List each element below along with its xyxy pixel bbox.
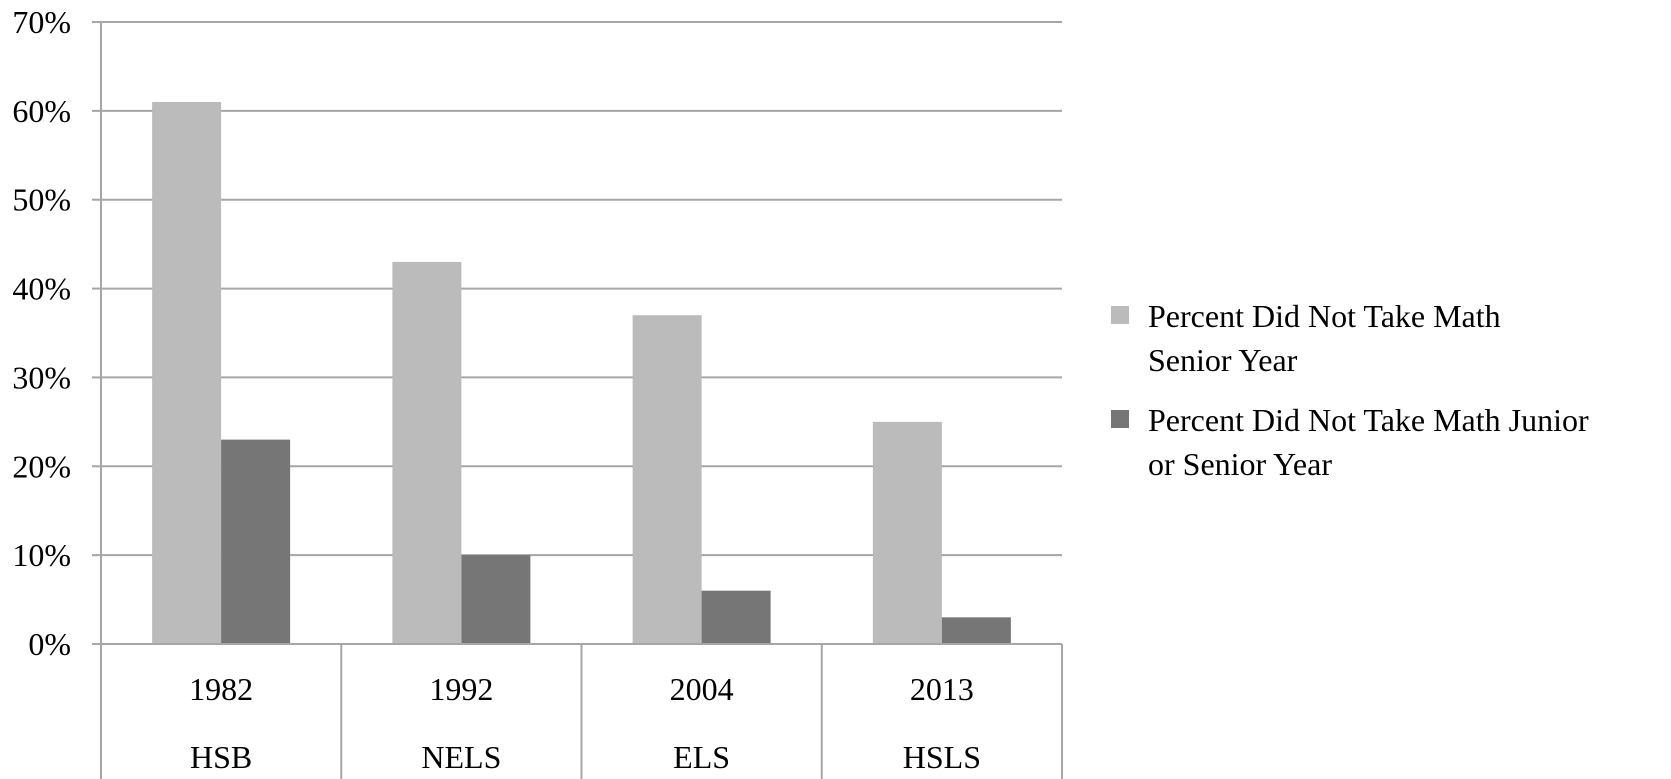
- bar-junior-or-senior-year-2013: [941, 617, 1011, 644]
- bar-junior-or-senior-year-1982: [221, 439, 291, 644]
- bars: [152, 101, 1011, 644]
- bar-senior-year-1982: [152, 101, 222, 644]
- bar-junior-or-senior-year-1992: [461, 555, 531, 644]
- x-category-label: 1982: [189, 671, 253, 707]
- x-category-sublabel: NELS: [421, 739, 501, 775]
- y-tick-label: 20%: [12, 448, 71, 484]
- y-axis-tick-labels: 0% 10% 20% 30% 40% 50% 60% 70%: [12, 4, 71, 662]
- x-category-sublabel: HSLS: [903, 739, 981, 775]
- bar-junior-or-senior-year-2004: [701, 590, 771, 644]
- legend: Percent Did Not Take Math Senior Year Perc…: [1111, 298, 1589, 482]
- x-axis-category-labels: 1982 HSB 1992 NELS 2004 ELS 2013 HSLS: [189, 671, 981, 775]
- y-tick-label: 0%: [28, 626, 71, 662]
- x-category-label: 1992: [429, 671, 493, 707]
- bar-senior-year-2013: [872, 421, 942, 644]
- x-category-label: 2013: [910, 671, 974, 707]
- y-tick-label: 40%: [12, 271, 71, 307]
- x-category-sublabel: ELS: [673, 739, 730, 775]
- legend-label: Percent Did Not Take Math: [1148, 298, 1501, 334]
- legend-swatch: [1111, 306, 1129, 324]
- y-tick-label: 70%: [12, 4, 71, 40]
- y-tick-label: 30%: [12, 359, 71, 395]
- legend-label: Percent Did Not Take Math Junior: [1148, 402, 1589, 438]
- x-category-sublabel: HSB: [190, 739, 252, 775]
- legend-swatch: [1111, 410, 1129, 428]
- bar-senior-year-2004: [632, 315, 702, 644]
- legend-label: or Senior Year: [1148, 446, 1332, 482]
- x-category-label: 2004: [670, 671, 734, 707]
- y-tick-label: 10%: [12, 537, 71, 573]
- axes: [92, 21, 1063, 779]
- y-tick-label: 60%: [12, 93, 71, 129]
- y-tick-label: 50%: [12, 182, 71, 218]
- bar-senior-year-1992: [392, 261, 462, 644]
- legend-label: Senior Year: [1148, 342, 1298, 378]
